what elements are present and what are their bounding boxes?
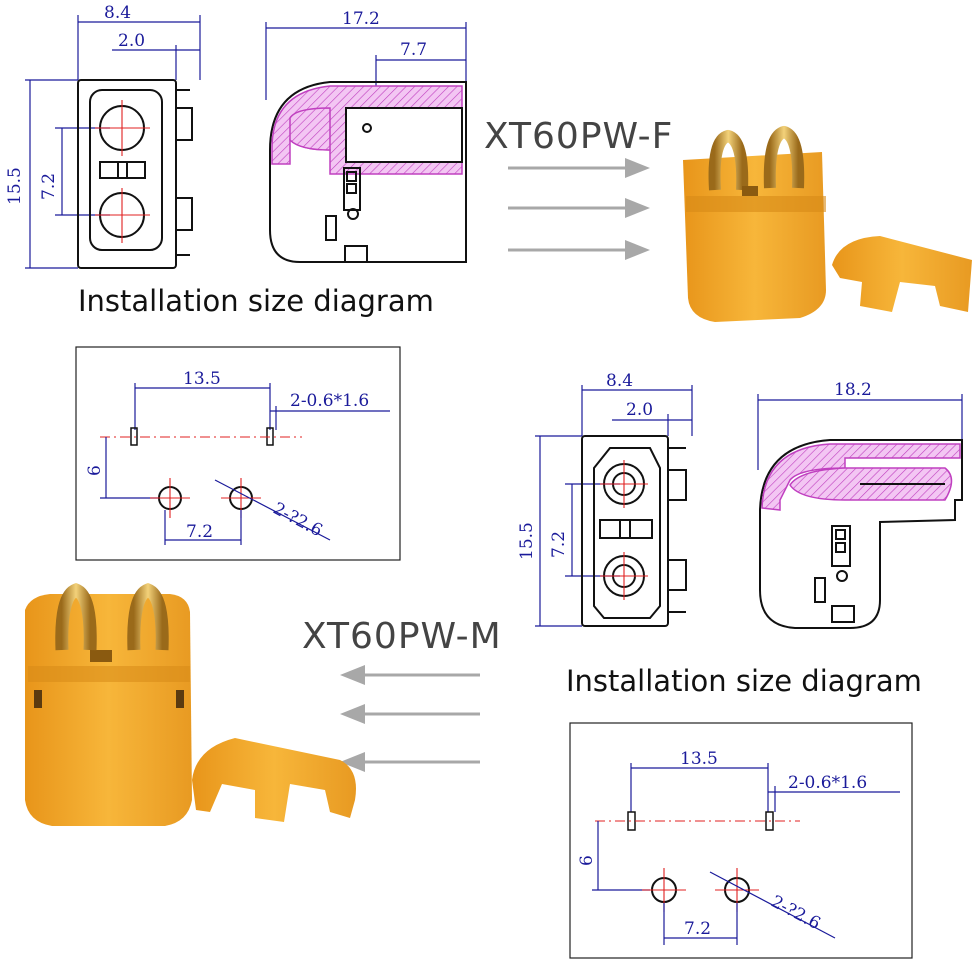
dim-length-bottom: 18.2 [834, 380, 872, 400]
fp-bottom-slot: 2-0.6*1.6 [788, 773, 867, 793]
fp-bottom-hole: 2-?2.6 [768, 892, 824, 934]
dim-width-top: 8.4 [104, 3, 131, 23]
dim-length-top: 17.2 [342, 9, 380, 29]
model-label-male: XT60PW-M [302, 616, 502, 657]
caption-installation-top: Installation size diagram [78, 284, 434, 318]
dim-width-bottom: 8.4 [606, 371, 633, 391]
dim-depth-top: 7.7 [400, 40, 427, 60]
arrows-male [340, 665, 480, 772]
front-view-top [25, 15, 201, 269]
fp-top-hole: 2-?2.6 [270, 499, 326, 541]
fp-top-vertical: 6 [85, 465, 105, 476]
dim-height-bottom: 15.5 [517, 522, 537, 560]
fp-top-span: 13.5 [183, 369, 221, 389]
connector-female-photo [683, 125, 972, 322]
dim-offset-top: 2.0 [118, 31, 145, 51]
caption-installation-bottom: Installation size diagram [566, 664, 922, 698]
side-view-bottom [757, 394, 963, 629]
arrows-female [508, 158, 650, 260]
dim-offset-bottom: 2.0 [626, 400, 653, 420]
dim-pitch-top: 7.2 [39, 173, 59, 200]
side-view-top [265, 22, 467, 263]
dim-height-top: 15.5 [5, 167, 25, 205]
fp-bottom-span: 13.5 [680, 749, 718, 769]
connector-male-photo [25, 583, 356, 826]
footprint-bottom [569, 722, 913, 959]
fp-top-slot: 2-0.6*1.6 [290, 391, 369, 411]
dim-pitch-bottom: 7.2 [549, 531, 569, 558]
model-label-female: XT60PW-F [484, 116, 674, 157]
footprint-top [75, 346, 401, 561]
fp-top-pitch: 7.2 [186, 522, 213, 542]
fp-bottom-vertical: 6 [577, 855, 597, 866]
fp-bottom-pitch: 7.2 [684, 919, 711, 939]
front-view-bottom [535, 385, 693, 627]
